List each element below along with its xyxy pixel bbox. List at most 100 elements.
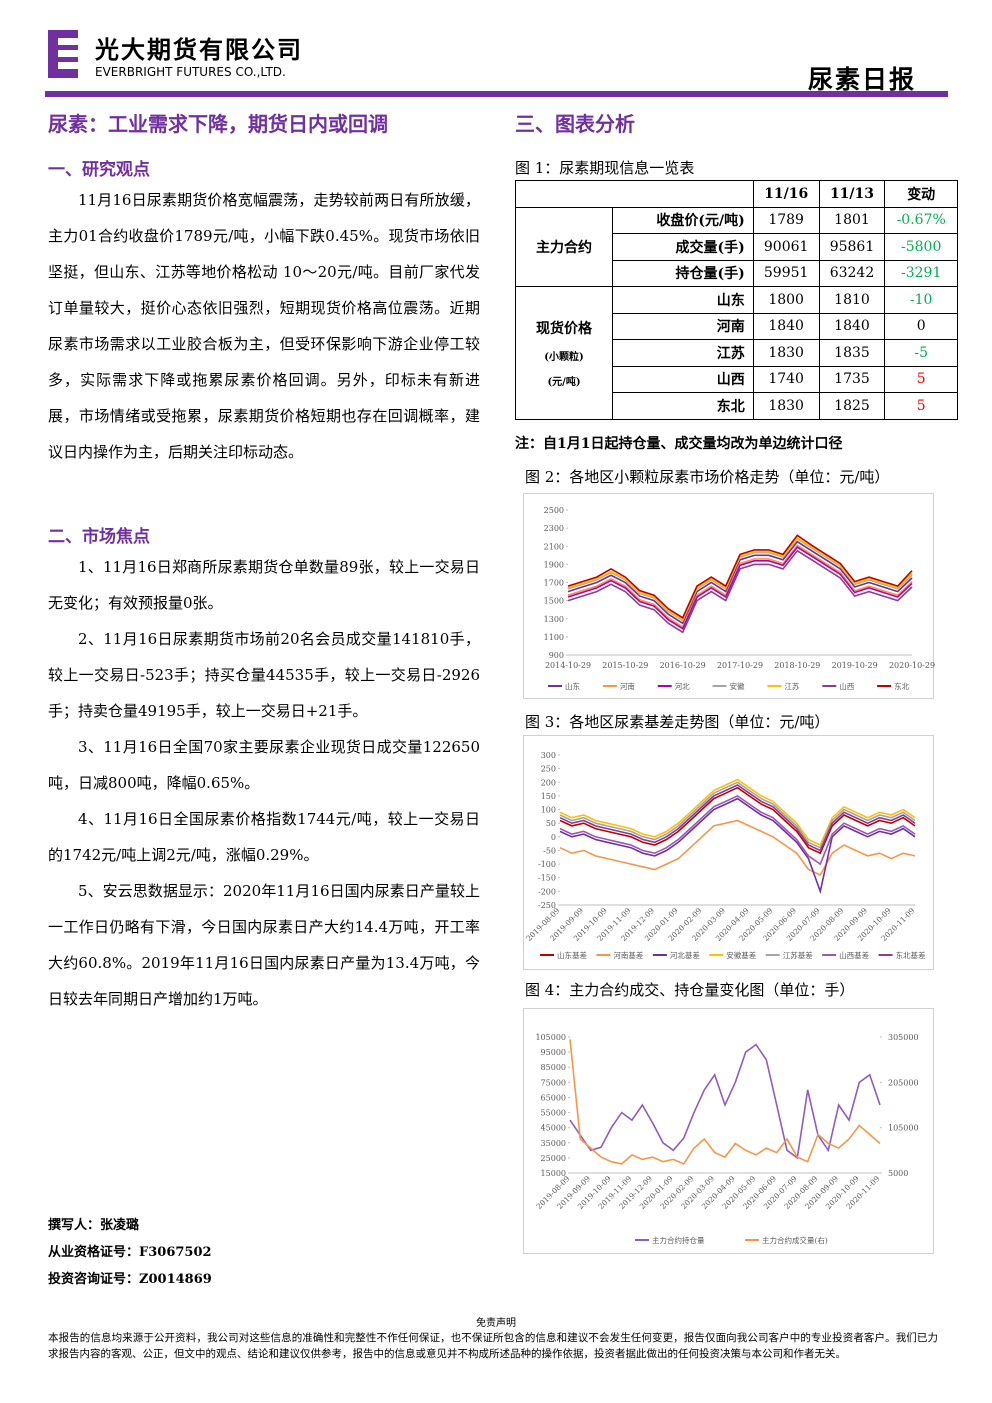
item-cell: 河南 (612, 312, 754, 340)
table-row: 主力合约 收盘价(元/吨) 1789 1801 -0.67% (515, 206, 958, 287)
item-cell: 东北 (612, 392, 754, 420)
x-tick-label: 2019-10-29 (832, 661, 878, 670)
logo-stripe (58, 38, 80, 45)
series-line (567, 544, 913, 629)
legend-label: 山西 (839, 681, 854, 691)
header-row: 11/16 11/13 变动 (515, 180, 958, 208)
header-cell: 变动 (884, 180, 958, 208)
item-cell: 江苏 (612, 339, 754, 367)
item-cell: 收盘价(元/吨) (612, 206, 754, 234)
series-line (567, 540, 913, 625)
y-tick-label: 35000 (541, 1139, 566, 1148)
logo-stripe (58, 50, 80, 57)
y-tick-label: 50 (546, 819, 556, 828)
legend-label: 河南 (620, 681, 635, 691)
chart-caption: 图 4：主力合约成交、持仓量变化图（单位：手） (525, 981, 855, 999)
chart-frame (523, 735, 934, 970)
series-line (559, 786, 916, 855)
series-line (567, 534, 913, 619)
chart-caption: 图 2：各地区小颗粒尿素市场价格走势（单位：元/吨） (525, 468, 890, 486)
section-title: 一、研究观点 (48, 160, 150, 180)
author-line: 撰写人：张凌璐 (48, 1218, 140, 1233)
y-tick-label: 2100 (544, 542, 564, 551)
y-tick-label: 75000 (541, 1078, 566, 1087)
series-line (559, 797, 916, 895)
table-caption: 图 1：尿素期现信息一览表 (515, 159, 695, 177)
value-cell: 1789 (752, 206, 820, 234)
table-row: 江苏 1830 1835 -5 (516, 339, 958, 367)
value-cell: -0.67% (884, 206, 958, 234)
company-en: EVERBRIGHT FUTURES CO.,LTD. (95, 65, 286, 79)
value-cell: -5800 (884, 233, 958, 261)
author-line: 从业资格证号：F3067502 (48, 1245, 212, 1260)
y-tick-label: 1900 (544, 560, 564, 569)
item-cell: 山西 (612, 365, 754, 393)
header-rule (45, 91, 948, 97)
legend-label: 河北基差 (670, 950, 700, 960)
disclaimer-title: 免责声明 (476, 1318, 516, 1329)
y-tick-label: 2300 (544, 524, 564, 533)
group-cell: 现货价格 (小颗粒) (元/吨) (515, 286, 613, 420)
y-tick-label: 300 (541, 751, 556, 760)
value-cell: 1801 (818, 206, 886, 234)
y2-tick-label: 105000 (888, 1124, 919, 1133)
charts: 900110013001500170019002100230025002014-… (524, 506, 935, 1245)
value-cell: 1835 (818, 339, 886, 367)
legend-label: 主力合约持仓量 (652, 1235, 705, 1245)
table-note: 注：自1月1日起持仓量、成交量均改为单边统计口径 (515, 436, 843, 452)
y-tick-label: 250 (541, 765, 556, 774)
x-tick-label: 2020-10-29 (889, 661, 935, 670)
legend-label: 主力合约成交量(右) (762, 1235, 828, 1245)
series-line (559, 784, 916, 852)
y-tick-label: -100 (538, 860, 556, 869)
header-graphics (45, 30, 948, 97)
header-cell (515, 180, 754, 208)
paragraph: 3、11月16日全国70家主要尿素企业现货日成交量122650吨，日减800吨，… (48, 738, 480, 792)
value-cell: 1840 (818, 312, 886, 340)
group-cell: 主力合约 (515, 206, 613, 287)
series-line (567, 549, 913, 634)
header-cell: 11/13 (818, 180, 886, 208)
series-line (559, 781, 916, 849)
y-tick-label: 95000 (541, 1048, 566, 1057)
series-line (569, 1043, 881, 1160)
value-cell: 5 (884, 365, 958, 393)
legend-label: 山东 (565, 681, 580, 691)
chart-frame (523, 493, 934, 699)
table-row: 河南 1840 1840 0 (516, 312, 958, 340)
legend-label: 河北 (675, 682, 690, 691)
value-cell: 95861 (818, 233, 886, 261)
y-tick-label: 55000 (541, 1109, 566, 1118)
legend-label: 安徽基差 (726, 950, 756, 960)
table-row: 山西 1740 1735 5 (516, 365, 958, 393)
x-tick-label: 2016-10-29 (660, 661, 706, 670)
company-cn: 光大期货有限公司 (95, 35, 303, 64)
y-tick-label: 2500 (544, 506, 564, 515)
value-cell: 0 (884, 312, 958, 340)
y-tick-label: 65000 (541, 1093, 566, 1102)
legend-label: 山东基差 (557, 950, 587, 960)
author-block: 撰写人：张凌璐 从业资格证号：F3067502 投资咨询证号：Z0014869 (48, 1212, 212, 1293)
series-line (569, 1039, 881, 1165)
section-title: 二、市场焦点 (48, 527, 150, 547)
header-cell: 11/16 (752, 180, 820, 208)
y-tick-label: 25000 (541, 1154, 566, 1163)
y-tick-label: -250 (538, 901, 556, 910)
value-cell: 90061 (752, 233, 820, 261)
y2-tick-label: 5000 (888, 1169, 908, 1178)
value-cell: 63242 (818, 259, 886, 287)
value-cell: 1800 (752, 286, 820, 314)
y-tick-label: 150 (541, 792, 556, 801)
legend-label: 安徽 (730, 681, 745, 691)
series-line (559, 794, 916, 866)
x-tick-label: 2018-10-29 (774, 661, 820, 670)
item-cell: 持仓量(手) (612, 259, 754, 287)
group-sublabel: (小颗粒) (544, 351, 584, 363)
value-cell: 1840 (752, 312, 820, 340)
report-title: 尿素日报 (808, 65, 917, 94)
value-cell: -5 (884, 339, 958, 367)
y-tick-label: 85000 (541, 1063, 566, 1072)
y-tick-label: -200 (538, 887, 556, 896)
table-row: 成交量(手) 90061 95861 -5800 (516, 233, 958, 261)
section-title: 三、图表分析 (515, 112, 635, 136)
